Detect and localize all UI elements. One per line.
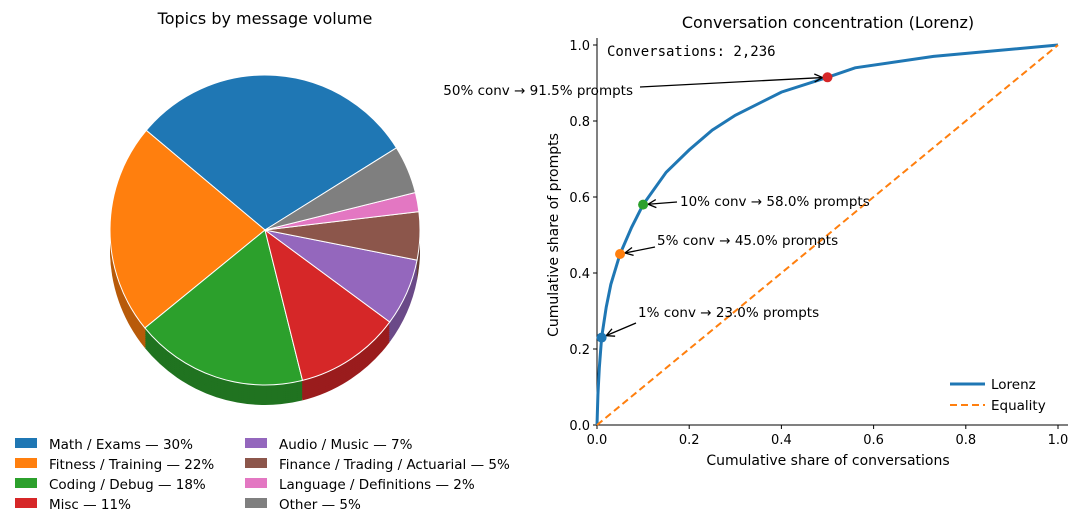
legend-label: Audio / Music — 7%: [279, 437, 413, 453]
annotation-point: [638, 199, 649, 210]
y-tick-label: 0.4: [569, 267, 590, 282]
legend-swatch: [245, 478, 267, 488]
annotation-label: 1% conv → 23.0% prompts: [638, 305, 819, 321]
legend-swatch: [15, 498, 37, 508]
legend-label: Fitness / Training — 22%: [49, 457, 214, 473]
y-tick-label: 0.0: [569, 419, 590, 434]
legend-swatch: [15, 438, 37, 448]
lorenz-chart: 0.0 0.2 0.4 0.6 0.8 1.0 0.0 0.2 0.4 0.6 0.8 1.0 1% c…: [443, 38, 1068, 448]
legend-swatch: [245, 498, 267, 508]
annotation-point: [822, 72, 833, 83]
pie-slice: [144, 229, 304, 386]
lorenz-title: Conversation concentration (Lorenz): [682, 13, 974, 32]
pie-slice: [145, 74, 398, 231]
x-axis-label: Cumulative share of conversations: [706, 453, 949, 469]
legend-label: Other — 5%: [279, 497, 361, 513]
annotation-arrow: [625, 246, 656, 253]
annotation-arrow: [648, 202, 678, 204]
legend-swatch: [245, 438, 267, 448]
legend-label: Finance / Trading / Actuarial — 5%: [279, 457, 510, 473]
legend-label: Equality: [991, 398, 1046, 414]
y-tick-label: 0.2: [569, 343, 590, 358]
y-tick-label: 1.0: [569, 39, 590, 54]
legend-swatch: [15, 478, 37, 488]
y-tick-label: 0.8: [569, 115, 590, 130]
x-tick-label: 0.8: [955, 433, 976, 448]
x-tick-label: 1.0: [1048, 433, 1069, 448]
pie-slice: [264, 147, 417, 231]
x-tick-label: 0.6: [863, 433, 884, 448]
pie-chart: [109, 74, 421, 405]
series-equality-line: [596, 44, 1059, 426]
pie-slice: [264, 228, 391, 382]
y-tick-label: 0.6: [569, 191, 590, 206]
legend-label: Misc — 11%: [49, 497, 131, 513]
legend-label: Lorenz: [991, 377, 1036, 393]
annotation-point: [615, 249, 626, 259]
annotation-arrow: [606, 322, 637, 336]
legend-swatch: [15, 458, 37, 468]
annotation-point: [596, 332, 607, 343]
annotation-label: 10% conv → 58.0% prompts: [680, 194, 870, 210]
x-tick-label: 0.2: [679, 433, 700, 448]
pie-title: Topics by message volume: [157, 9, 373, 28]
annotation-label: 5% conv → 45.0% prompts: [657, 233, 838, 249]
x-tick-label: 0.0: [587, 433, 608, 448]
annotation-label: 50% conv → 91.5% prompts: [443, 83, 633, 99]
legend-label: Coding / Debug — 18%: [49, 477, 206, 493]
legend-label: Language / Definitions — 2%: [279, 477, 475, 493]
y-axis-label: Cumulative share of prompts: [546, 133, 562, 337]
legend-swatch: [245, 458, 267, 468]
pie-legend: Math / Exams — 30% Fitness / Training — 2…: [15, 437, 510, 513]
pie-slice: [109, 129, 266, 329]
x-tick-label: 0.4: [771, 433, 792, 448]
annotation-arrow: [639, 78, 823, 88]
conversations-count: Conversations: 2,236: [607, 44, 776, 60]
legend-label: Math / Exams — 30%: [49, 437, 193, 453]
